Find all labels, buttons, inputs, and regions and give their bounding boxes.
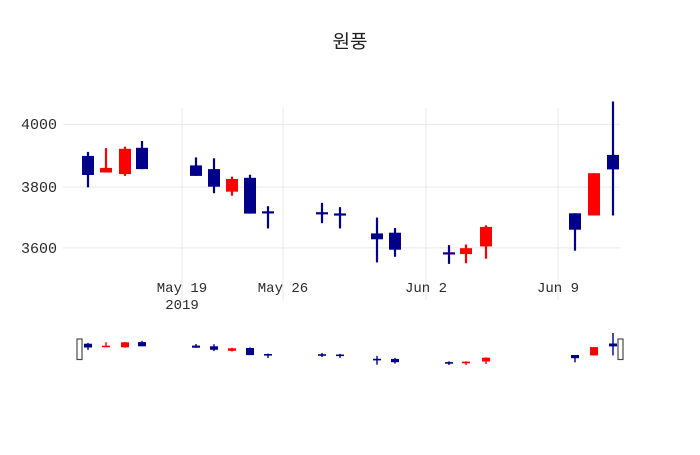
svg-text:Jun 9: Jun 9 — [537, 281, 579, 297]
svg-text:3600: 3600 — [21, 241, 57, 258]
svg-text:3800: 3800 — [21, 180, 57, 197]
svg-text:May 26: May 26 — [258, 281, 308, 297]
svg-text:May 19: May 19 — [157, 281, 207, 297]
svg-text:Jun 2: Jun 2 — [405, 281, 447, 297]
svg-text:2019: 2019 — [165, 298, 199, 314]
svg-text:4000: 4000 — [21, 117, 57, 134]
